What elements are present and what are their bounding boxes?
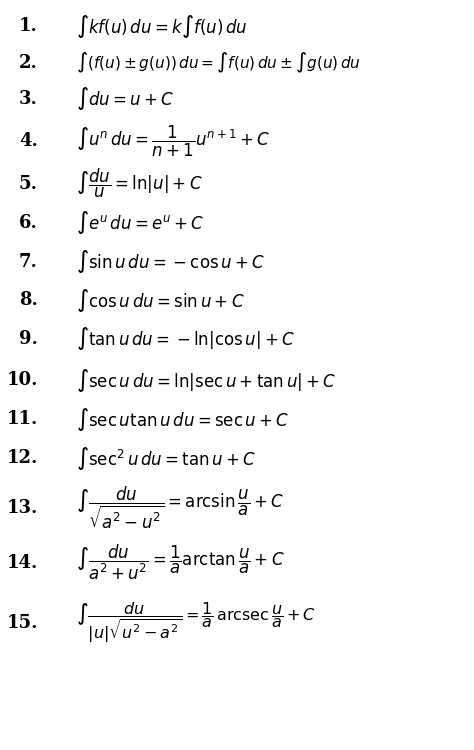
Text: 11.: 11. — [7, 410, 38, 428]
Text: 6.: 6. — [19, 214, 38, 232]
Text: $\int \dfrac{du}{\sqrt{a^2 - u^2}} = \arcsin\dfrac{u}{a} + C$: $\int \dfrac{du}{\sqrt{a^2 - u^2}} = \ar… — [76, 484, 284, 531]
Text: 1.: 1. — [19, 17, 38, 35]
Text: 14.: 14. — [7, 554, 38, 572]
Text: $\int (f(u) \pm g(u))\,du = \int f(u)\,du \pm \int g(u)\,du$: $\int (f(u) \pm g(u))\,du = \int f(u)\,d… — [76, 51, 361, 75]
Text: $\int \cos u\,du = \sin u + C$: $\int \cos u\,du = \sin u + C$ — [76, 286, 245, 314]
Text: 5.: 5. — [19, 175, 38, 193]
Text: 3.: 3. — [19, 90, 38, 108]
Text: 10.: 10. — [7, 371, 38, 389]
Text: $\int e^u\,du = e^u + C$: $\int e^u\,du = e^u + C$ — [76, 209, 204, 236]
Text: $\int \sec^2 u\,du = \tan u + C$: $\int \sec^2 u\,du = \tan u + C$ — [76, 445, 256, 472]
Text: $\int \sin u\,du = -\cos u + C$: $\int \sin u\,du = -\cos u + C$ — [76, 248, 265, 275]
Text: $\int \dfrac{du}{|u|\sqrt{u^2 - a^2}} = \dfrac{1}{a}\,\mathrm{arcsec}\,\dfrac{u}: $\int \dfrac{du}{|u|\sqrt{u^2 - a^2}} = … — [76, 600, 316, 645]
Text: 12.: 12. — [7, 449, 38, 467]
Text: $\int \dfrac{du}{u} = \ln|u| + C$: $\int \dfrac{du}{u} = \ln|u| + C$ — [76, 167, 202, 200]
Text: 7.: 7. — [19, 253, 38, 271]
Text: 9.: 9. — [19, 330, 38, 348]
Text: $\int \sec u\tan u\,du = \sec u + C$: $\int \sec u\tan u\,du = \sec u + C$ — [76, 406, 289, 433]
Text: 2.: 2. — [19, 54, 38, 72]
Text: 8.: 8. — [19, 291, 38, 309]
Text: $\int \tan u\,du = -\ln|\cos u| + C$: $\int \tan u\,du = -\ln|\cos u| + C$ — [76, 326, 295, 352]
Text: $\int du = u + C$: $\int du = u + C$ — [76, 86, 174, 112]
Text: $\int u^n\,du = \dfrac{1}{n+1}u^{n+1} + C$: $\int u^n\,du = \dfrac{1}{n+1}u^{n+1} + … — [76, 124, 270, 158]
Text: 13.: 13. — [7, 499, 38, 517]
Text: 15.: 15. — [7, 614, 38, 632]
Text: $\int \sec u\,du = \ln|\sec u + \tan u| + C$: $\int \sec u\,du = \ln|\sec u + \tan u| … — [76, 367, 336, 394]
Text: $\int \dfrac{du}{a^2 + u^2} = \dfrac{1}{a}\arctan\dfrac{u}{a} + C$: $\int \dfrac{du}{a^2 + u^2} = \dfrac{1}{… — [76, 543, 284, 582]
Text: $\int kf(u)\,du = k\int f(u)\,du$: $\int kf(u)\,du = k\int f(u)\,du$ — [76, 13, 247, 40]
Text: 4.: 4. — [19, 132, 38, 150]
